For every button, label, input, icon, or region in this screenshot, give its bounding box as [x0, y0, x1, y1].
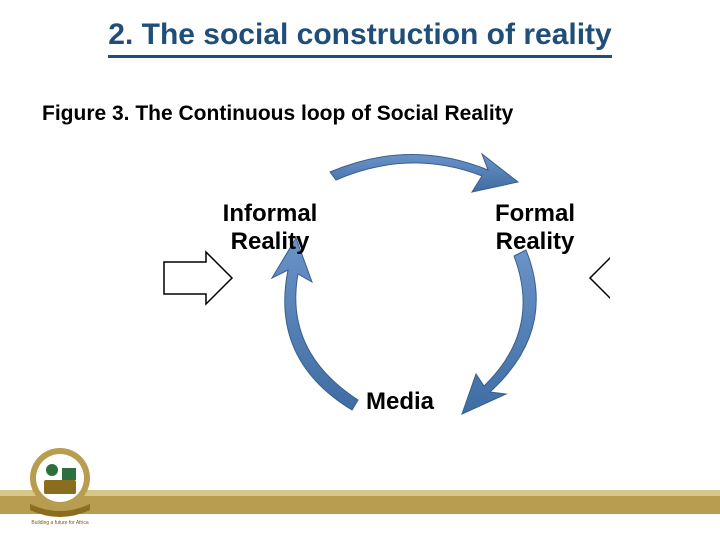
side-arrow-right	[590, 252, 610, 304]
logo-svg: Building a future for Africa	[24, 446, 96, 528]
node-formal-reality: FormalReality	[480, 200, 590, 255]
footer-logo: Building a future for Africa	[24, 446, 96, 528]
slide-title: 2. The social construction of reality	[0, 18, 720, 58]
footer-bar-svg	[0, 490, 720, 520]
side-arrows-svg	[110, 130, 610, 480]
node-informal-reality: InformalReality	[210, 200, 330, 255]
footer-bar	[0, 490, 720, 520]
node-media-label: Media	[366, 388, 434, 415]
slide-title-text: 2. The social construction of reality	[108, 18, 611, 58]
figure-caption: Figure 3. The Continuous loop of Social …	[42, 102, 513, 126]
node-informal-line1: InformalReality	[223, 200, 318, 255]
side-arrow-left	[164, 252, 232, 304]
node-formal-line1: FormalReality	[495, 200, 575, 255]
cycle-diagram: InformalReality FormalReality Media	[110, 130, 610, 480]
node-media: Media	[350, 388, 450, 416]
logo-caption: Building a future for Africa	[31, 520, 88, 526]
